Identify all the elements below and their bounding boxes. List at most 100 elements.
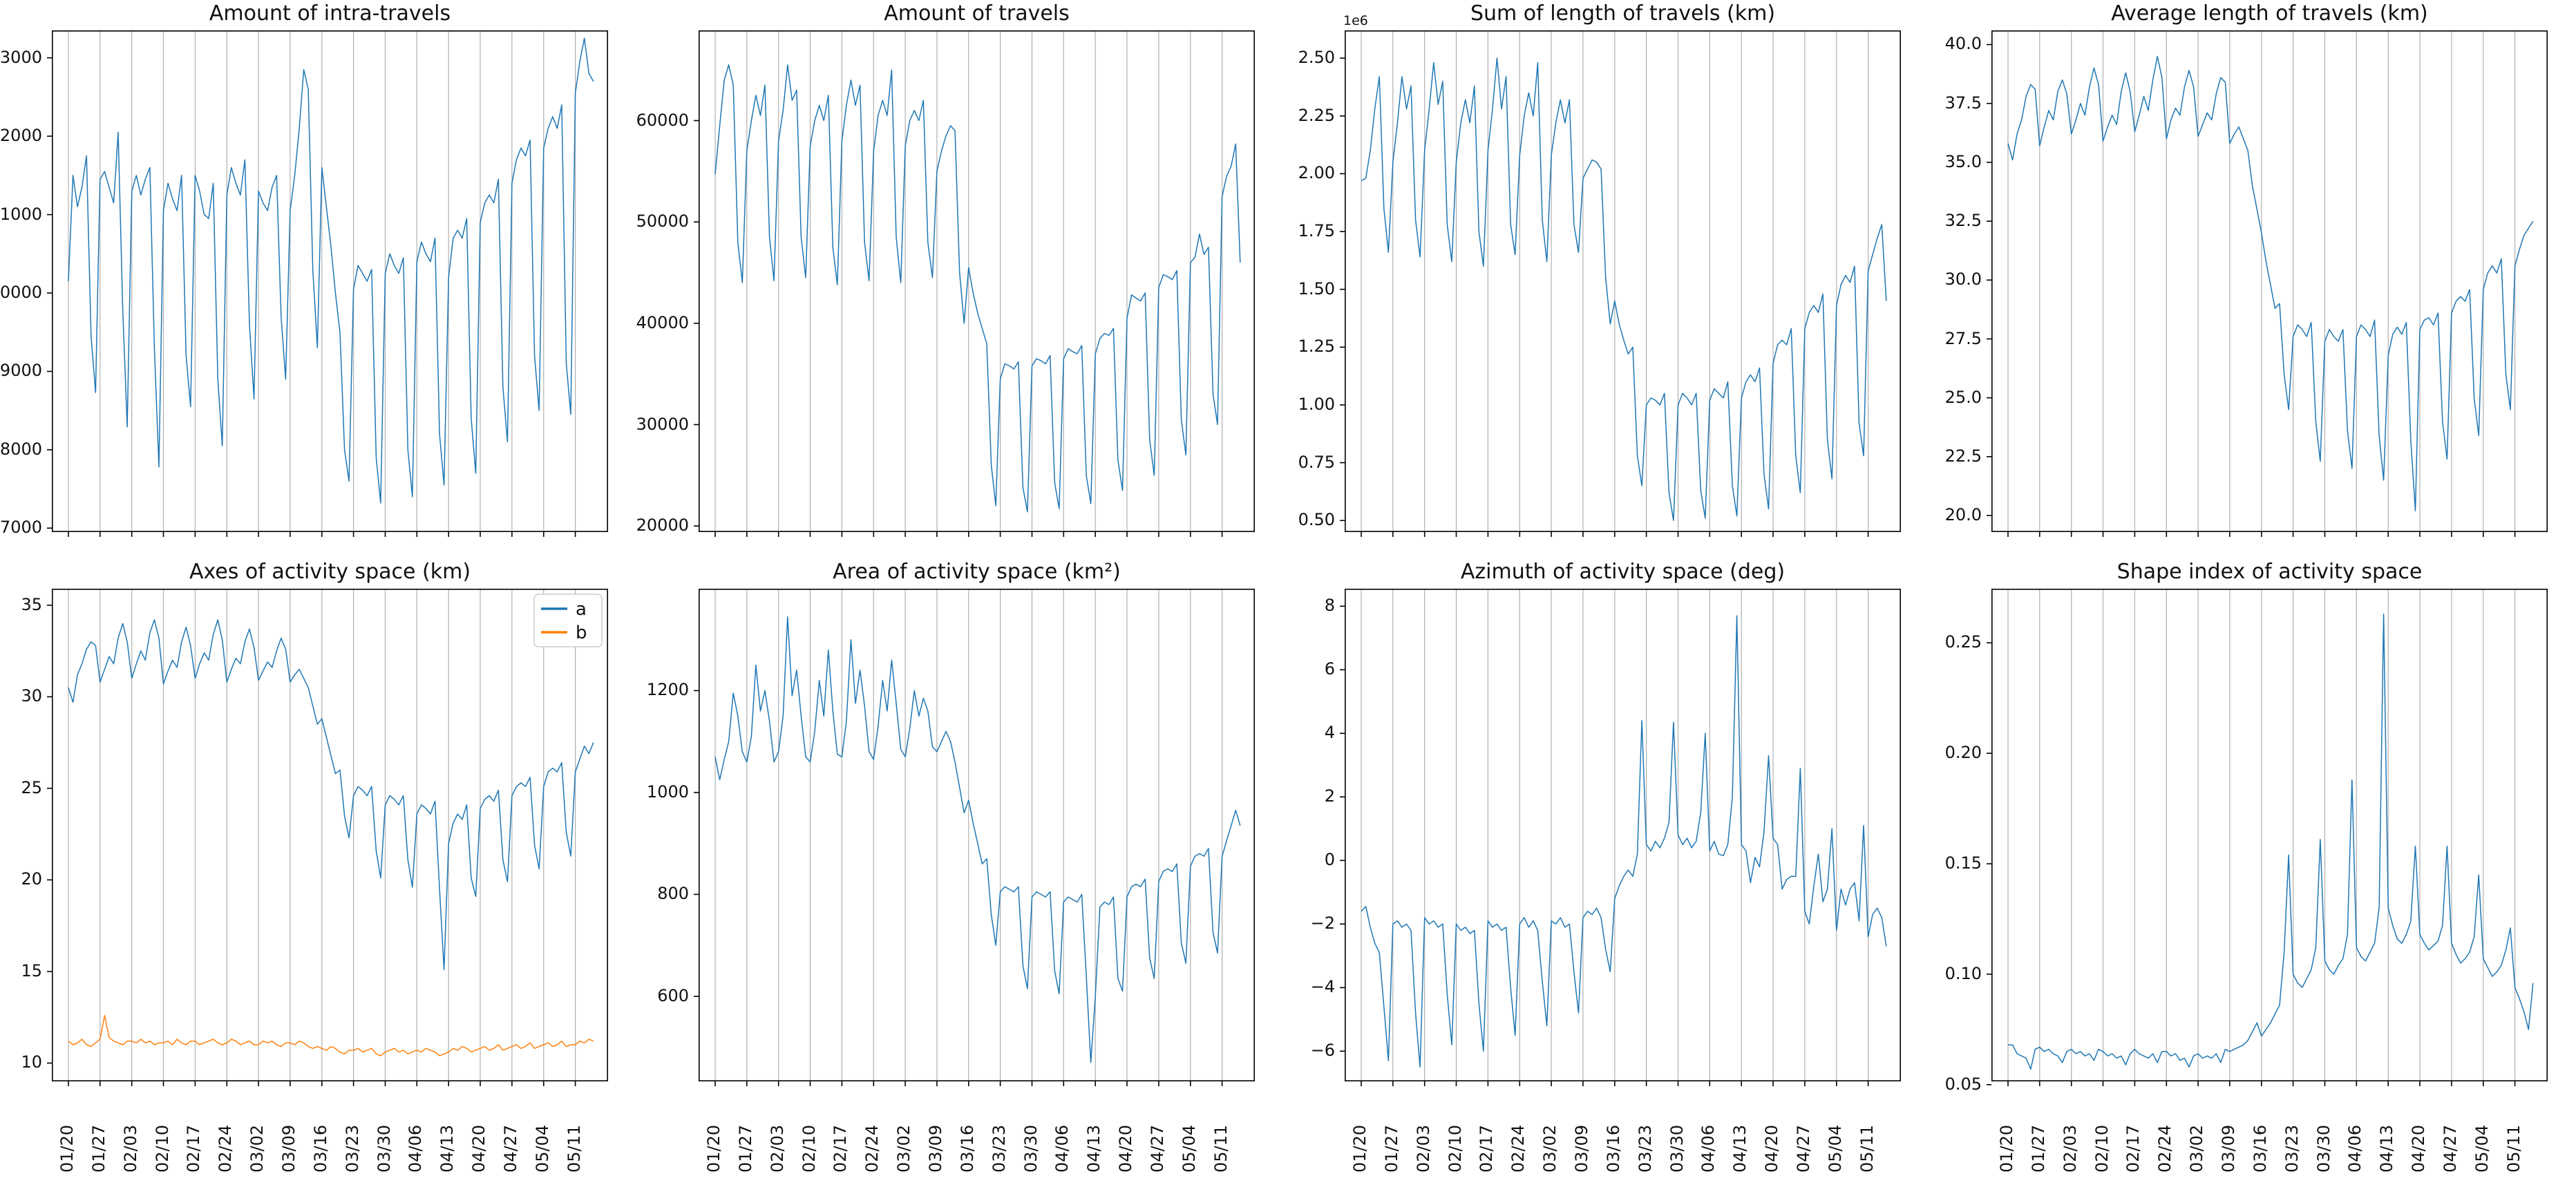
x-axis-tick-label: 03/09 [1571,1124,1591,1173]
y-axis-tick-label: 2.00 [1298,163,1335,183]
x-axis-tick-label: 03/30 [2313,1124,2333,1173]
y-axis-tick-label: 15 [21,960,42,980]
y-ticks-group [1340,605,1345,1052]
y-axis-tick-label: 22.5 [1944,446,1982,466]
x-axis-tick-label: 02/10 [152,1124,172,1173]
x-axis-tick-label: 04/27 [2440,1124,2460,1173]
gridlines-group [2007,30,2516,532]
series-line-avg-length [2007,55,2534,512]
x-axis-tick-label: 02/17 [2123,1124,2143,1173]
series-line-azimuth [1361,615,1887,1068]
y-axis-tick-label: 800 [657,884,689,904]
x-axis-tick-label: 03/02 [247,1124,267,1173]
y-axis-tick-label: 50000 [636,211,689,231]
x-axis-tick-label: 02/10 [2092,1124,2112,1173]
y-axis-tick-label: 37.5 [1944,93,1982,113]
axis-offset-label: 1e6 [1343,13,1368,28]
y-axis-tick-label: 9000 [0,361,42,381]
x-axis-tick-label: 02/24 [216,1124,236,1173]
x-axis-tick-label: 02/17 [831,1124,851,1173]
x-axis-tick-label: 02/17 [1477,1124,1497,1173]
x-axis-tick-label: 05/04 [1825,1124,1845,1173]
series-line-b [68,1014,594,1056]
x-axis-tick-label: 05/11 [564,1124,584,1173]
x-axis-tick-label: 02/03 [2060,1124,2080,1173]
y-ticks-group [1340,57,1345,522]
x-axis-tick-label: 05/04 [2472,1124,2492,1173]
x-axis-tick-label: 03/30 [1021,1124,1041,1173]
x-axis-tick-label: 03/16 [2250,1124,2270,1173]
x-axis-tick-label: 02/03 [767,1124,787,1173]
x-axis-tick-label: 01/20 [1997,1124,2016,1173]
y-axis-tick-label: 35 [21,594,42,614]
chart-plot [47,30,609,537]
series-line-a [68,619,594,971]
y-axis-tick-label: 0.75 [1298,452,1335,472]
x-axis-tick-label: 02/17 [184,1124,204,1173]
series-line-travels [714,64,1241,513]
chart-title: Amount of travels [884,1,1070,26]
y-axis-tick-label: 20000 [636,515,689,536]
x-axis-tick-label: 01/27 [88,1124,108,1173]
tick-marks-group [1361,532,1869,537]
y-axis-tick-label: 30 [21,686,42,706]
gridlines-group [2007,589,2516,1081]
x-axis-tick-label: 04/06 [1698,1124,1718,1173]
y-axis-tick-label: −6 [1310,1041,1335,1061]
x-axis-tick-label: 04/20 [1762,1124,1782,1173]
x-axis-tick-label: 03/30 [1667,1124,1687,1173]
y-axis-tick-label: 4 [1324,723,1335,743]
series-line-area [714,616,1241,1063]
y-axis-tick-label: 8 [1324,596,1335,616]
x-axis-tick-label: 02/10 [799,1124,819,1173]
x-axis-tick-label: 04/27 [1793,1124,1813,1173]
tick-marks-group [714,532,1223,537]
x-axis-tick-label: 03/16 [1603,1124,1623,1173]
x-axis-tick-label: 01/20 [704,1124,723,1173]
gridlines-group [714,30,1223,532]
y-axis-tick-label: 2.25 [1298,105,1335,125]
y-axis-tick-label: 40.0 [1944,34,1982,54]
y-axis-tick-label: 30000 [636,414,689,434]
x-axis-tick-label: 04/20 [1116,1124,1136,1173]
y-axis-tick-label: 2 [1324,786,1335,806]
chart-plot [1340,589,1902,1086]
y-axis-tick-label: 32.5 [1944,211,1982,231]
axes-spine [1345,30,1902,533]
y-ticks-group [47,57,52,529]
y-axis-tick-label: 7000 [0,518,42,538]
x-axis-tick-label: 04/20 [469,1124,489,1173]
chart-plot: ab [47,589,609,1086]
chart-title: Sum of length of travels (km) [1470,1,1776,26]
x-axis-tick-label: 04/20 [2409,1124,2429,1173]
y-axis-tick-label: 35.0 [1944,151,1982,171]
y-axis-tick-label: 0 [1324,850,1335,870]
y-ticks-group [47,605,52,1064]
y-axis-tick-label: 1.00 [1298,394,1335,414]
x-axis-tick-label: 03/09 [278,1124,299,1173]
x-axis-tick-label: 03/23 [1635,1124,1655,1173]
chart-title: Area of activity space (km²) [833,560,1121,584]
chart-plot [1987,30,2548,537]
y-axis-tick-label: −2 [1310,913,1335,934]
x-axis-tick-label: 05/11 [1211,1124,1231,1173]
tick-marks-group [68,532,576,537]
y-axis-tick-label: 1000 [646,781,689,802]
y-ticks-group [1987,44,1991,516]
chart-title: Average length of travels (km) [2111,1,2428,26]
chart-plot [1340,30,1902,537]
y-axis-tick-label: 10 [21,1052,42,1072]
x-axis-tick-label: 03/23 [342,1124,362,1173]
axes-spine [699,30,1256,533]
y-axis-tick-label: 40000 [636,312,689,332]
gridlines-group [68,589,576,1081]
chart-title: Axes of activity space (km) [189,560,471,584]
x-axis-tick-label: 05/11 [1857,1124,1877,1173]
tick-marks-group [2007,1081,2516,1086]
x-axis-tick-label: 04/06 [2345,1124,2365,1173]
gridlines-group [1361,589,1869,1081]
y-axis-tick-label: 1.75 [1298,221,1335,241]
series-line-sum-length [1361,57,1887,522]
x-axis-tick-label: 03/23 [2282,1124,2302,1173]
x-axis-tick-label: 03/02 [2187,1124,2207,1173]
